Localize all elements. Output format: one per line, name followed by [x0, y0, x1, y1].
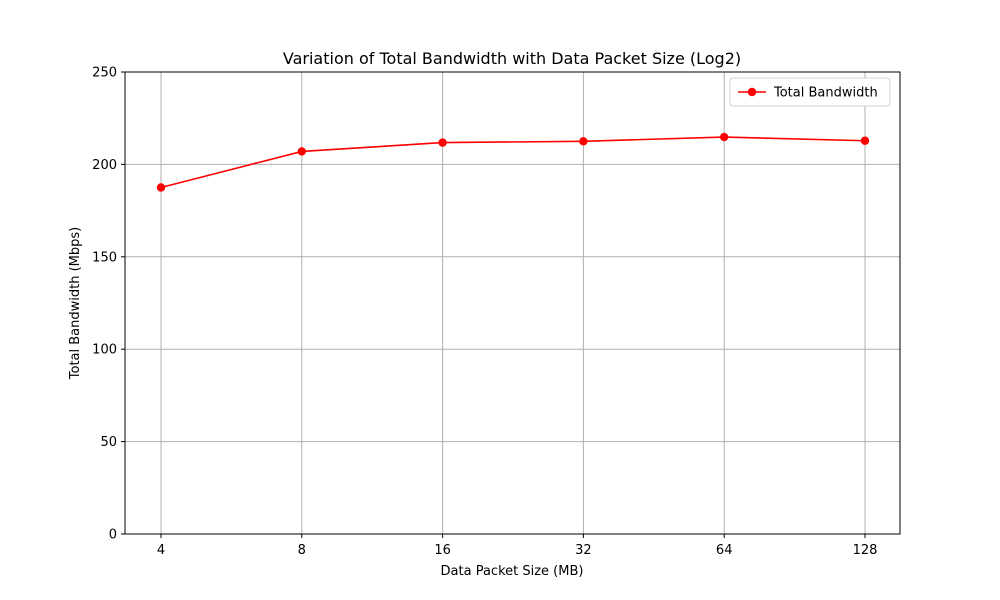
data-point	[297, 147, 306, 156]
ticks: 4 8 16 32 64 128 0 50 100 150 200 250	[92, 66, 877, 559]
y-tick-label: 200	[92, 158, 117, 173]
x-tick-label: 64	[716, 543, 733, 558]
legend: Total Bandwidth	[729, 77, 891, 107]
plot-frame	[124, 71, 901, 535]
x-tick-label: 16	[434, 543, 451, 558]
chart-title: Variation of Total Bandwidth with Data P…	[283, 49, 741, 68]
x-tick-label: 8	[298, 543, 306, 558]
x-tick-label: 32	[575, 543, 592, 558]
y-tick-label: 100	[92, 343, 117, 358]
y-tick-label: 150	[92, 250, 117, 265]
data-point	[156, 183, 166, 192]
y-tick-label: 0	[109, 528, 117, 543]
legend-box	[729, 77, 891, 107]
series-layer	[156, 132, 870, 192]
x-axis-label: Data Packet Size (MB)	[441, 564, 584, 579]
data-point	[579, 137, 588, 146]
x-tick-label: 128	[853, 543, 878, 558]
data-point	[860, 136, 870, 145]
x-tick-label: 4	[157, 543, 165, 558]
legend-label: Total Bandwidth	[773, 86, 878, 101]
data-point	[720, 132, 729, 142]
y-tick-label: 250	[92, 66, 117, 81]
y-tick-label: 50	[100, 435, 117, 450]
series-line	[160, 136, 866, 189]
data-point	[438, 138, 447, 147]
legend-marker	[747, 87, 757, 97]
y-axis-label: Total Bandwidth (Mbps)	[68, 227, 83, 380]
